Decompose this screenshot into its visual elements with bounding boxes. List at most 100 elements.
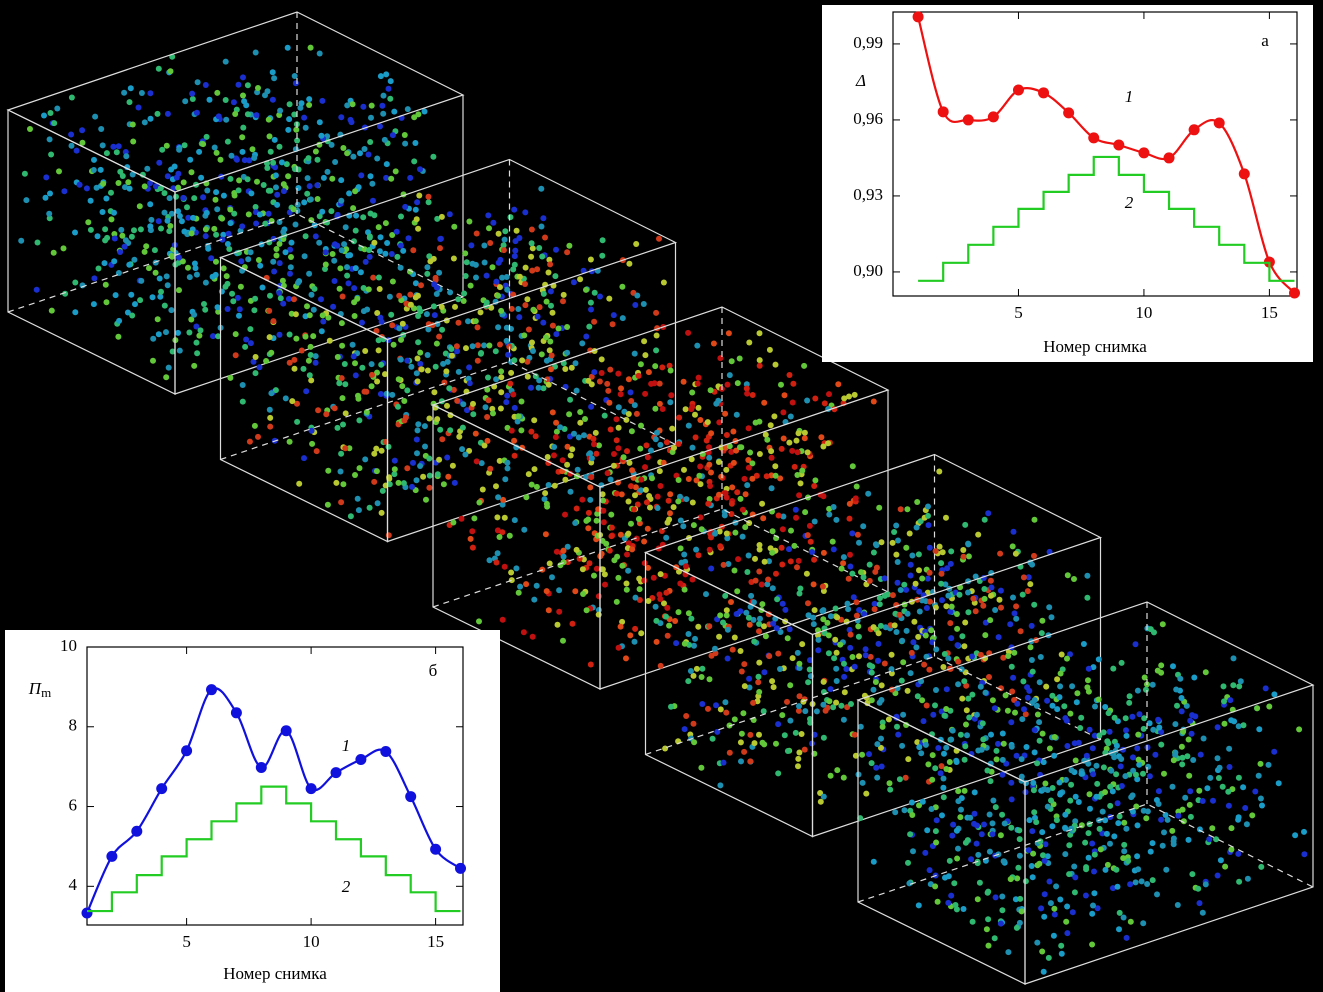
particle	[773, 741, 779, 747]
particle	[318, 296, 324, 302]
particle	[1150, 840, 1156, 846]
x-tick-label: 15	[1261, 303, 1278, 322]
particle	[450, 463, 456, 469]
particle	[1012, 610, 1018, 616]
particle	[642, 391, 648, 397]
particle	[1039, 618, 1045, 624]
particle	[877, 601, 883, 607]
particle	[546, 482, 552, 488]
particle	[797, 591, 803, 597]
particle	[1089, 911, 1095, 917]
particle	[302, 253, 308, 259]
particle	[210, 333, 216, 339]
particle	[539, 351, 545, 357]
particle	[516, 235, 522, 241]
particle	[356, 417, 362, 423]
particle	[84, 185, 90, 191]
particle	[652, 363, 658, 369]
particle	[340, 145, 346, 151]
particle	[91, 157, 97, 163]
particle	[204, 188, 210, 194]
particle	[764, 473, 770, 479]
particle	[245, 256, 251, 262]
particle	[799, 731, 805, 737]
particle	[929, 806, 935, 812]
particle	[605, 470, 611, 476]
particle	[425, 326, 431, 332]
particle	[239, 134, 245, 140]
particle	[419, 366, 425, 372]
particle	[1019, 756, 1025, 762]
particle	[116, 180, 122, 186]
particle	[744, 391, 750, 397]
particle	[348, 117, 354, 123]
particle	[1198, 752, 1204, 758]
particle	[47, 136, 53, 142]
particle	[369, 372, 375, 378]
particle	[835, 381, 841, 387]
particle	[1210, 798, 1216, 804]
particle	[626, 499, 632, 505]
particle	[546, 607, 552, 613]
particle	[722, 699, 728, 705]
particle	[940, 549, 946, 555]
particle	[254, 179, 260, 185]
particle	[998, 588, 1004, 594]
particle	[1007, 621, 1013, 627]
particle	[1017, 896, 1023, 902]
particle	[962, 522, 968, 528]
particle	[410, 247, 416, 253]
particle	[207, 97, 213, 103]
particle	[603, 541, 609, 547]
particle	[1032, 749, 1038, 755]
particle	[1101, 729, 1107, 735]
particle	[512, 248, 518, 254]
particle	[1070, 909, 1076, 915]
particle	[420, 474, 426, 480]
particle	[850, 654, 856, 660]
particle	[691, 739, 697, 745]
particle	[591, 369, 597, 375]
particle	[1114, 743, 1120, 749]
particle	[1143, 815, 1149, 821]
particle	[975, 852, 981, 858]
particle	[975, 532, 981, 538]
particle	[607, 548, 613, 554]
particle	[313, 360, 319, 366]
particle	[1083, 866, 1089, 872]
particle	[802, 708, 808, 714]
particle	[344, 150, 350, 156]
particle	[834, 678, 840, 684]
particle	[1057, 897, 1063, 903]
particle	[872, 569, 878, 575]
particle	[1000, 731, 1006, 737]
particle	[678, 545, 684, 551]
particle	[748, 593, 754, 599]
particle	[999, 907, 1005, 913]
particle	[699, 526, 705, 532]
particle	[1057, 683, 1063, 689]
particle	[502, 476, 508, 482]
particle	[80, 140, 86, 146]
particle	[116, 143, 122, 149]
particle	[939, 812, 945, 818]
particle	[738, 739, 744, 745]
particle	[169, 253, 175, 259]
particle	[1085, 677, 1091, 683]
particle	[961, 643, 967, 649]
particle	[790, 381, 796, 387]
particle	[873, 765, 879, 771]
particle	[436, 457, 442, 463]
particle	[236, 177, 242, 183]
particle	[1030, 874, 1036, 880]
particle	[448, 346, 454, 352]
particle	[328, 208, 334, 214]
particle	[375, 500, 381, 506]
particle	[470, 411, 476, 417]
particle	[162, 210, 168, 216]
series-label: 1	[342, 736, 351, 755]
particle	[362, 348, 368, 354]
particle	[826, 698, 832, 704]
particle	[252, 423, 258, 429]
particle	[1124, 935, 1130, 941]
